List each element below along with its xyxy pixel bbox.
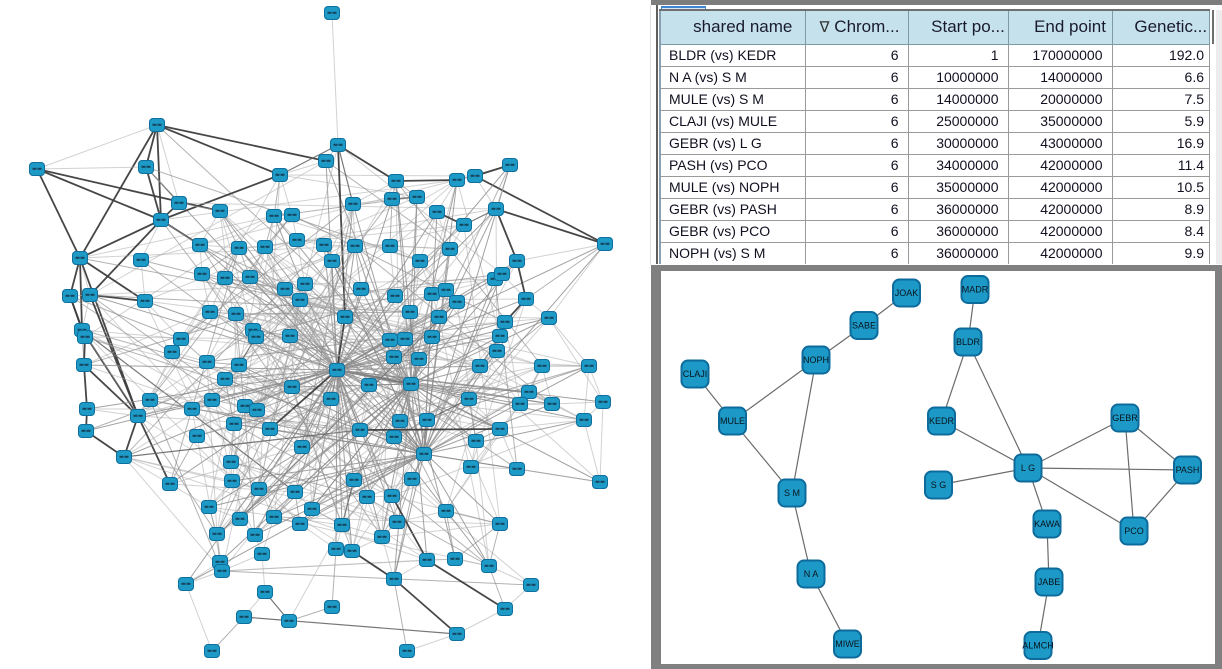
svg-text:S G: S G (931, 480, 947, 490)
svg-text:JOAK: JOAK (895, 288, 919, 298)
svg-text:MADR: MADR (962, 285, 989, 295)
svg-text:MULE: MULE (720, 416, 745, 426)
svg-text:BLDR: BLDR (956, 337, 981, 347)
svg-text:L G: L G (1021, 463, 1035, 473)
svg-text:KAWA: KAWA (1034, 519, 1060, 529)
svg-text:GEBR: GEBR (1112, 413, 1138, 423)
svg-text:JABE: JABE (1038, 577, 1061, 587)
svg-text:N A: N A (804, 569, 819, 579)
svg-text:PASH: PASH (1176, 465, 1200, 475)
svg-text:KEDR: KEDR (929, 416, 955, 426)
svg-text:S M: S M (784, 488, 800, 498)
svg-text:ALMCH: ALMCH (1022, 641, 1054, 651)
svg-text:SABE: SABE (852, 321, 876, 331)
svg-text:CLAJI: CLAJI (683, 369, 708, 379)
svg-text:MIWE: MIWE (835, 639, 860, 649)
svg-text:PCO: PCO (1124, 526, 1144, 536)
svg-text:NOPH: NOPH (803, 355, 829, 365)
